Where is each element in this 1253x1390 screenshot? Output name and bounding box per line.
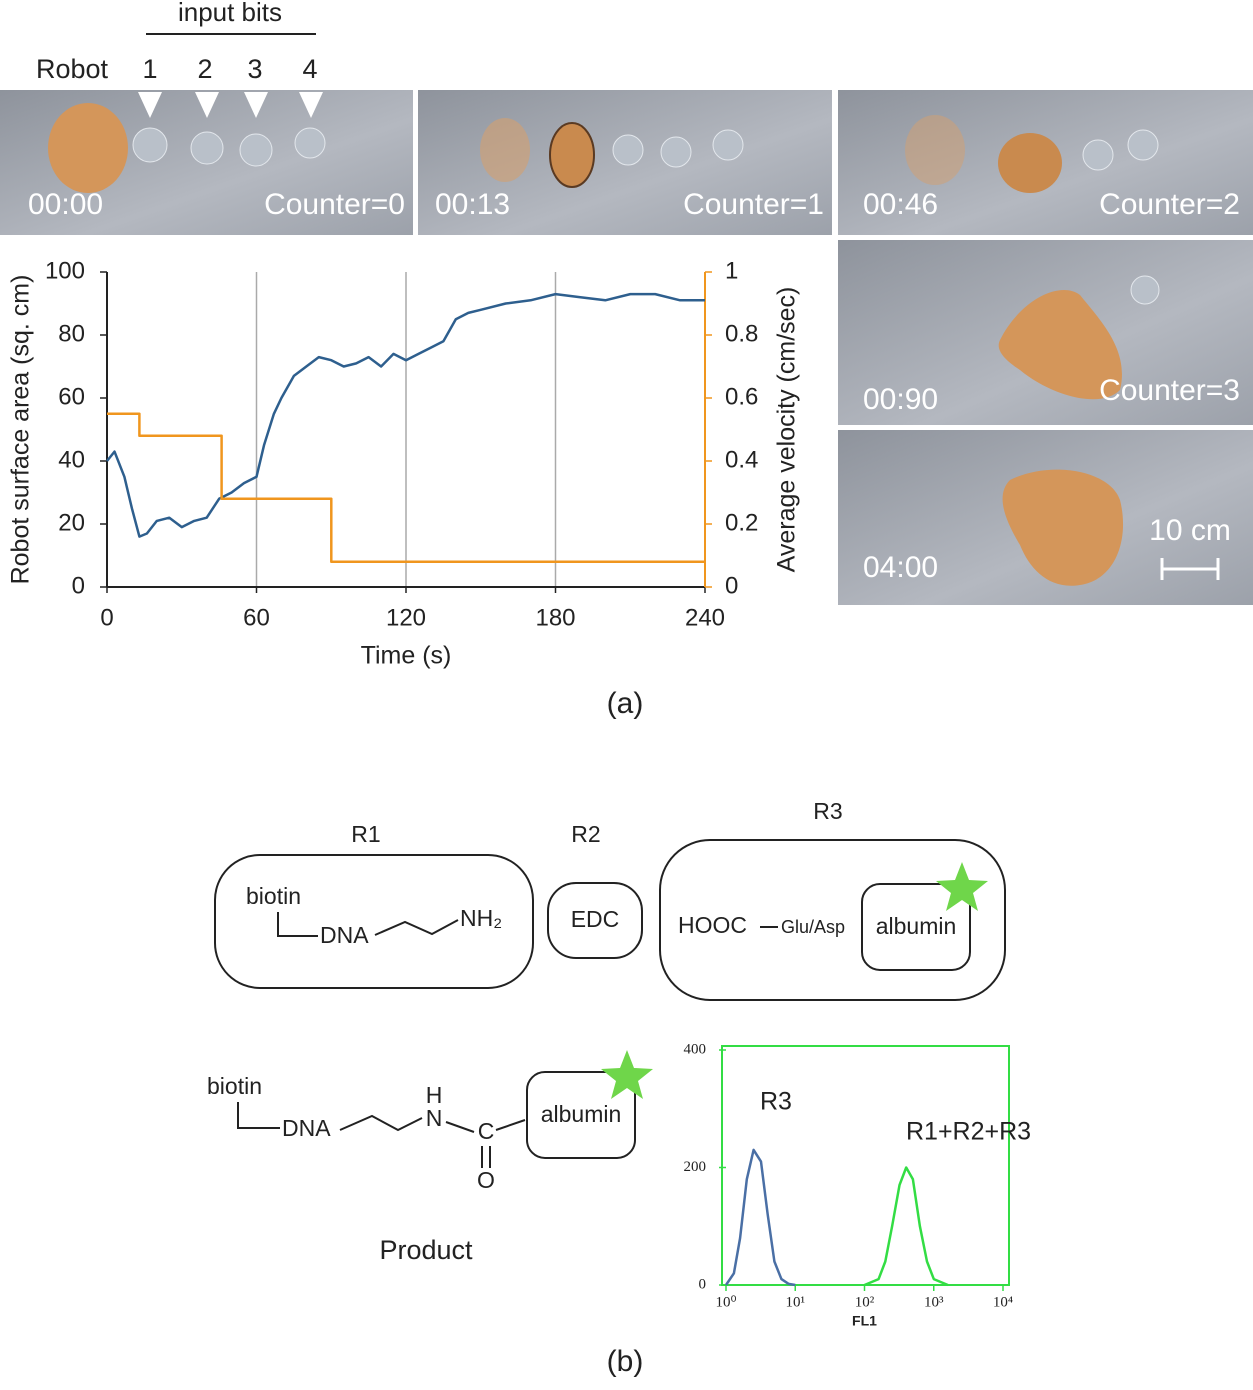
chem-text: HOOC	[678, 912, 747, 938]
chem-text: albumin	[541, 1101, 622, 1127]
x-tick-label: 10⁰	[715, 1294, 736, 1310]
robot-label: Robot	[36, 54, 109, 84]
frame-counter: Counter=0	[264, 188, 405, 221]
reagent-box	[659, 839, 1006, 1001]
plot-frame	[721, 1045, 1010, 1286]
frame-counter: Counter=1	[683, 188, 824, 221]
y2-tick-label: 1	[725, 257, 738, 284]
caption: (a)	[607, 687, 644, 720]
y-tick-label: 40	[58, 446, 85, 473]
reagent-box	[547, 882, 643, 959]
x-tick-label: 180	[535, 604, 575, 631]
y-tick-label: 0	[72, 572, 85, 599]
bit-label: 3	[247, 54, 262, 84]
y2-tick-label: 0.6	[725, 383, 758, 410]
x-tick-label: 0	[100, 604, 113, 631]
chem-text: biotin	[207, 1073, 262, 1099]
video-frame: 00:00 Counter=0	[0, 90, 413, 235]
video-frame: 00:90 Counter=3	[838, 240, 1253, 425]
bit-label: 2	[197, 54, 212, 84]
reagent-label: R3	[813, 798, 842, 824]
y-tick-label: 20	[58, 509, 85, 536]
frame-time: 00:00	[28, 188, 103, 221]
chem-text: DNA	[282, 1115, 331, 1141]
input-bits-label: input bits	[178, 0, 282, 27]
video-frame: 04:00 10 cm	[838, 430, 1253, 605]
reagent-box	[214, 854, 534, 989]
y-tick-label: 400	[684, 1041, 707, 1057]
y-tick-label: 100	[45, 257, 85, 284]
video-frame: 00:46 Counter=2	[838, 90, 1253, 235]
x-axis-label: Time (s)	[361, 642, 452, 670]
fluor-star	[601, 1050, 653, 1099]
x-axis-label: FL1	[852, 1313, 877, 1329]
y-axis-label: Robot surface area (sq. cm)	[7, 275, 35, 585]
x-tick-label: 60	[243, 604, 270, 631]
y-tick-label: 60	[58, 383, 85, 410]
chem-text: albumin	[876, 913, 957, 939]
protein-box	[526, 1071, 636, 1159]
series-line	[106, 292, 705, 538]
series-label: R3	[760, 1088, 792, 1116]
frame-time: 00:13	[435, 188, 510, 221]
chem-text: DNA	[320, 922, 369, 948]
frame-counter: Counter=2	[1099, 188, 1240, 221]
video-frame: 00:13 Counter=1	[418, 90, 832, 235]
x-tick-label: 10¹	[786, 1294, 806, 1310]
chem-text: NH₂	[460, 905, 502, 931]
bit-label: 1	[142, 54, 157, 84]
series-label: R1+R2+R3	[906, 1118, 1031, 1146]
caption: (b)	[607, 1345, 644, 1378]
chem-text: H	[426, 1082, 443, 1108]
protein-box	[861, 883, 971, 971]
x-tick-label: 120	[386, 604, 426, 631]
chem-text: biotin	[246, 883, 301, 909]
fluor-star	[936, 862, 988, 911]
x-tick-label: 10²	[855, 1294, 875, 1310]
product-label: Product	[379, 1235, 473, 1265]
frame-counter: Counter=3	[1099, 374, 1240, 407]
frame-time: 00:46	[863, 188, 938, 221]
y-tick-label: 80	[58, 320, 85, 347]
chem-text: EDC	[571, 906, 620, 932]
y-tick-label: 200	[684, 1159, 707, 1175]
x-tick-label: 10³	[924, 1294, 944, 1310]
x-tick-label: 10⁴	[993, 1294, 1013, 1310]
frame-time: 04:00	[863, 551, 938, 584]
y2-tick-label: 0	[725, 572, 738, 599]
y2-tick-label: 0.2	[725, 509, 758, 536]
y2-tick-label: 0.4	[725, 446, 758, 473]
series-line	[107, 412, 705, 564]
series-line	[724, 1148, 796, 1287]
reagent-label: R2	[571, 821, 600, 847]
series-line	[864, 1166, 949, 1287]
chem-text: O	[477, 1167, 495, 1193]
reagent-label: R1	[351, 821, 380, 847]
x-tick-label: 240	[685, 604, 725, 631]
frame-time: 00:90	[863, 383, 938, 416]
chem-text: Glu/Asp	[781, 917, 845, 937]
y2-tick-label: 0.8	[725, 320, 758, 347]
bit-label: 4	[302, 54, 317, 84]
y2-axis-label: Average velocity (cm/sec)	[773, 287, 801, 573]
chem-text: C	[478, 1118, 495, 1144]
y-tick-label: 0	[699, 1276, 707, 1292]
scale-label: 10 cm	[1149, 514, 1231, 547]
chem-text: N	[426, 1105, 443, 1131]
